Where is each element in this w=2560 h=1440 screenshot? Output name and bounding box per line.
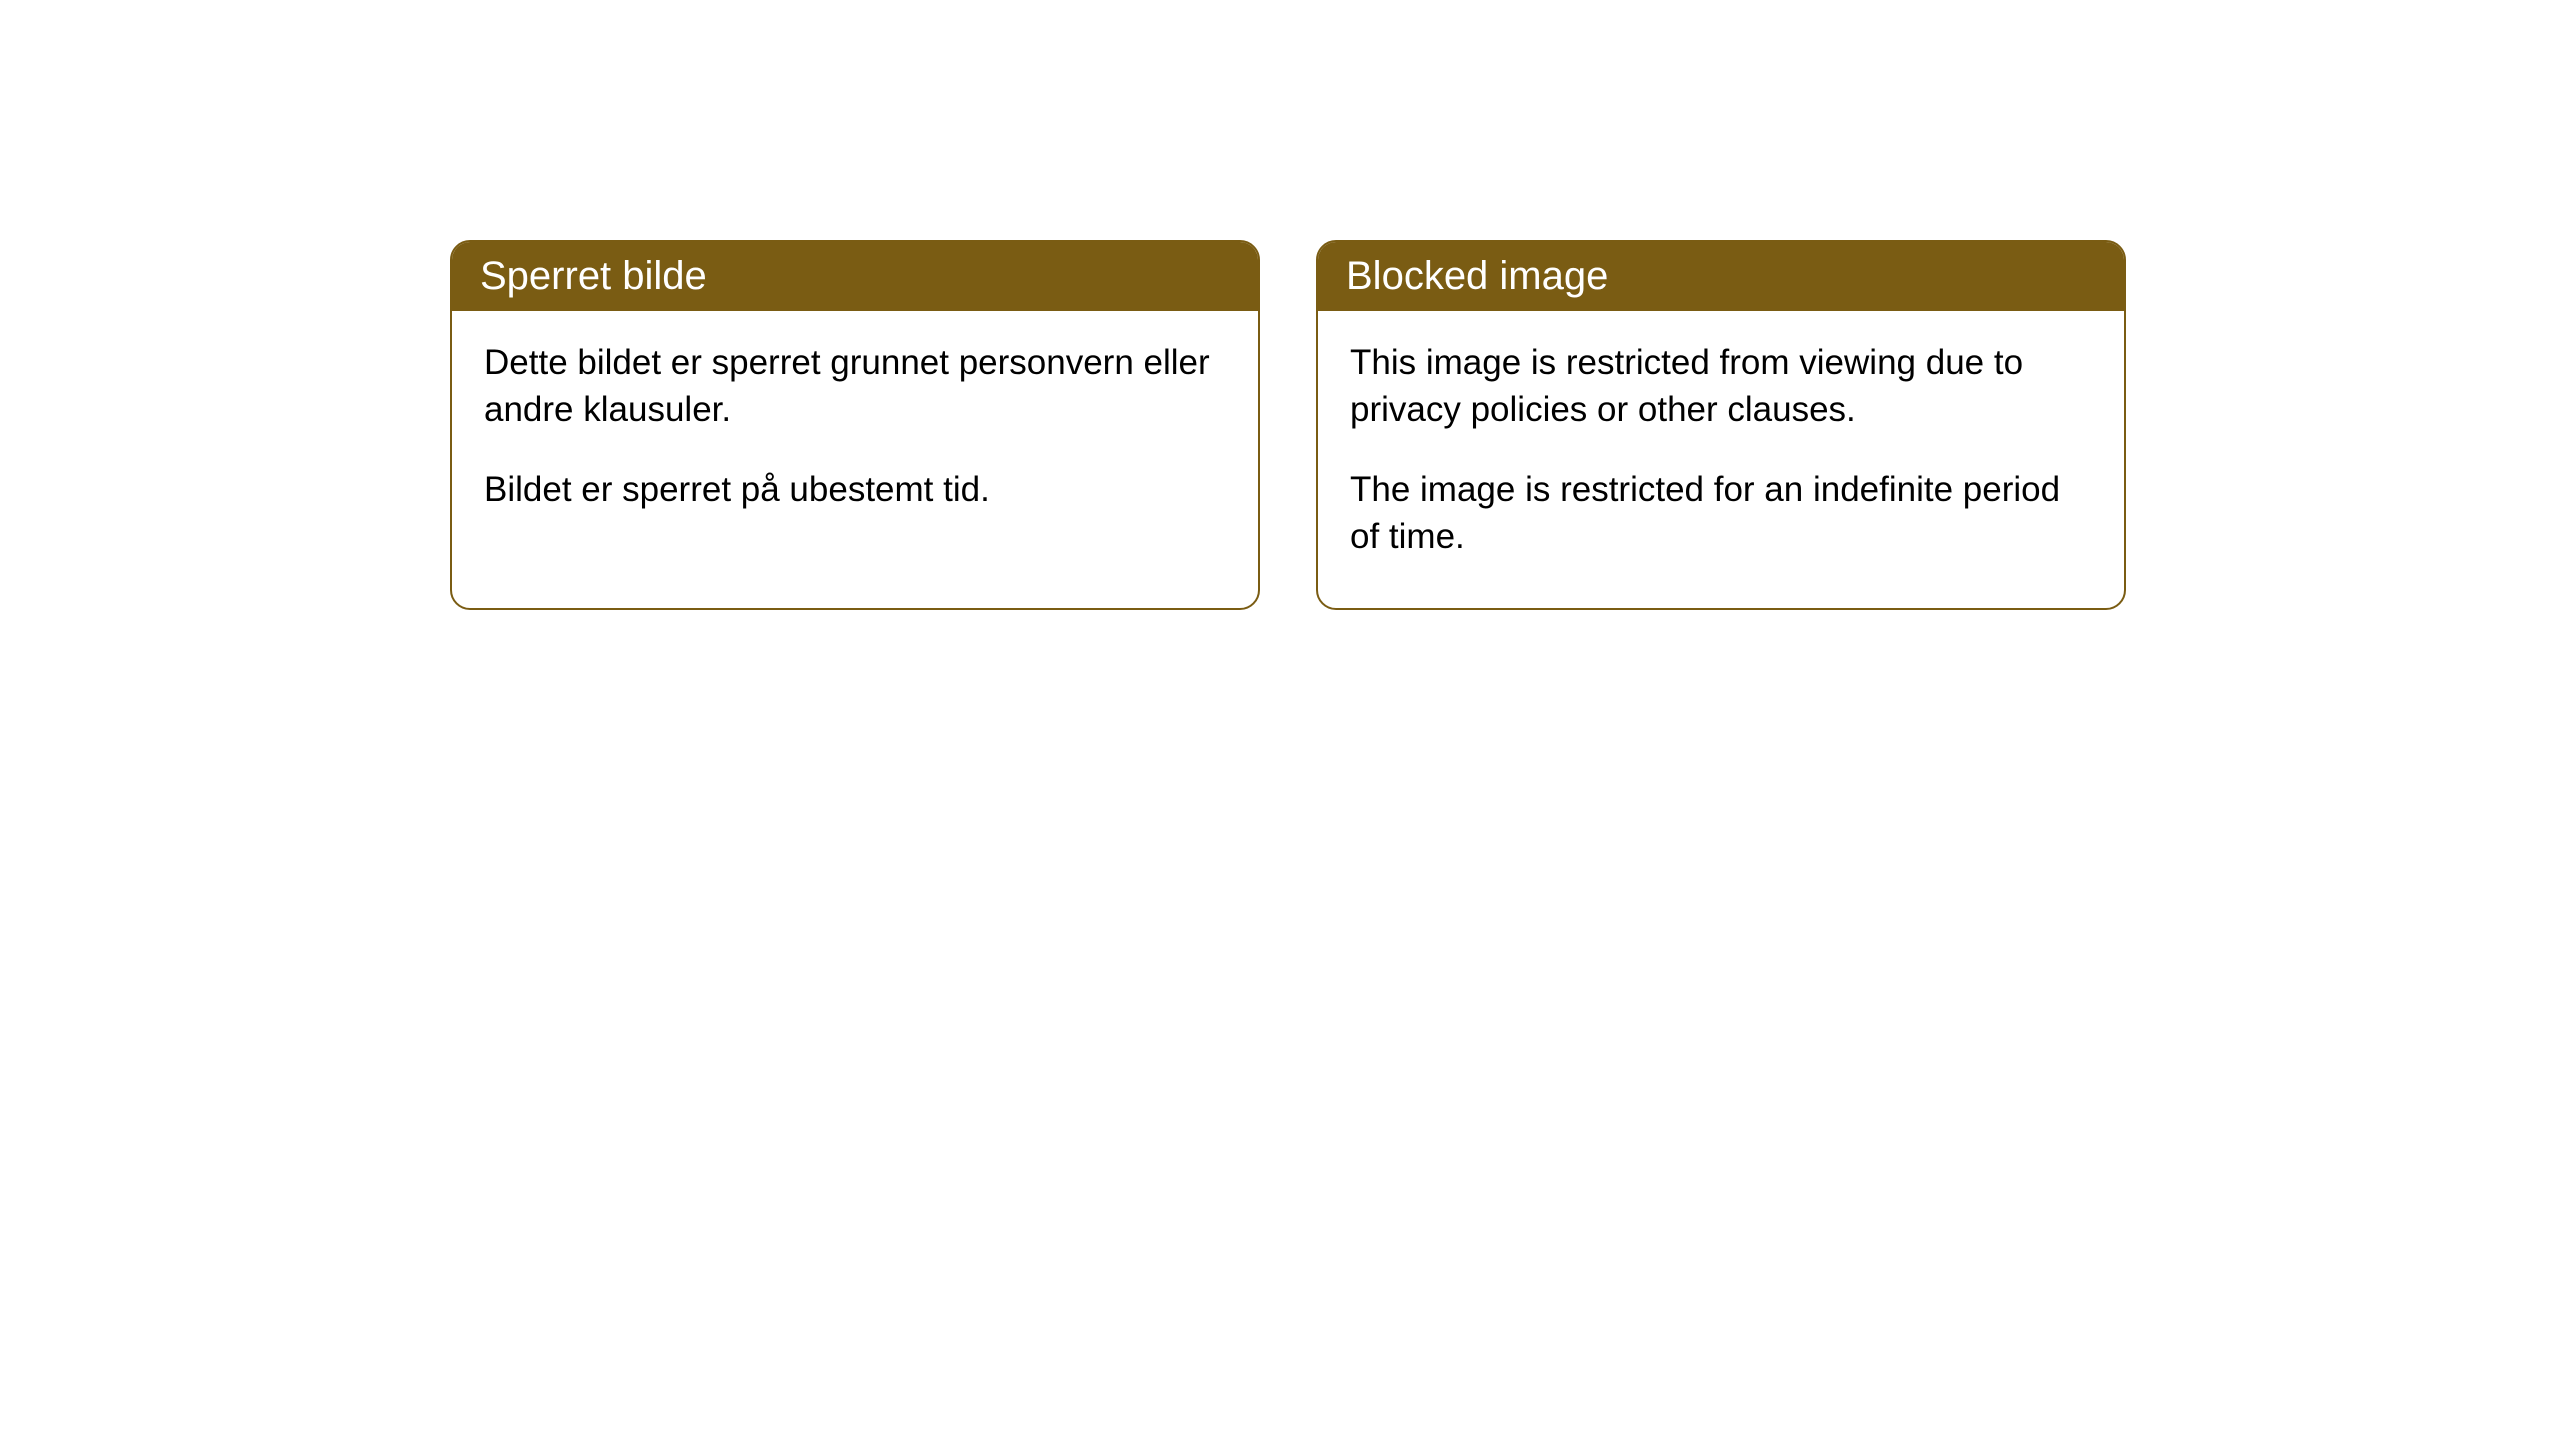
notice-card-norwegian: Sperret bilde Dette bildet er sperret gr… [450, 240, 1260, 610]
notice-card-english: Blocked image This image is restricted f… [1316, 240, 2126, 610]
card-header-english: Blocked image [1318, 242, 2124, 311]
notice-cards-container: Sperret bilde Dette bildet er sperret gr… [450, 240, 2126, 610]
card-header-norwegian: Sperret bilde [452, 242, 1258, 311]
card-text-line1: This image is restricted from viewing du… [1350, 339, 2092, 434]
card-body-english: This image is restricted from viewing du… [1318, 311, 2124, 608]
card-text-line1: Dette bildet er sperret grunnet personve… [484, 339, 1226, 434]
card-text-line2: The image is restricted for an indefinit… [1350, 466, 2092, 561]
card-body-norwegian: Dette bildet er sperret grunnet personve… [452, 311, 1258, 561]
card-text-line2: Bildet er sperret på ubestemt tid. [484, 466, 1226, 513]
